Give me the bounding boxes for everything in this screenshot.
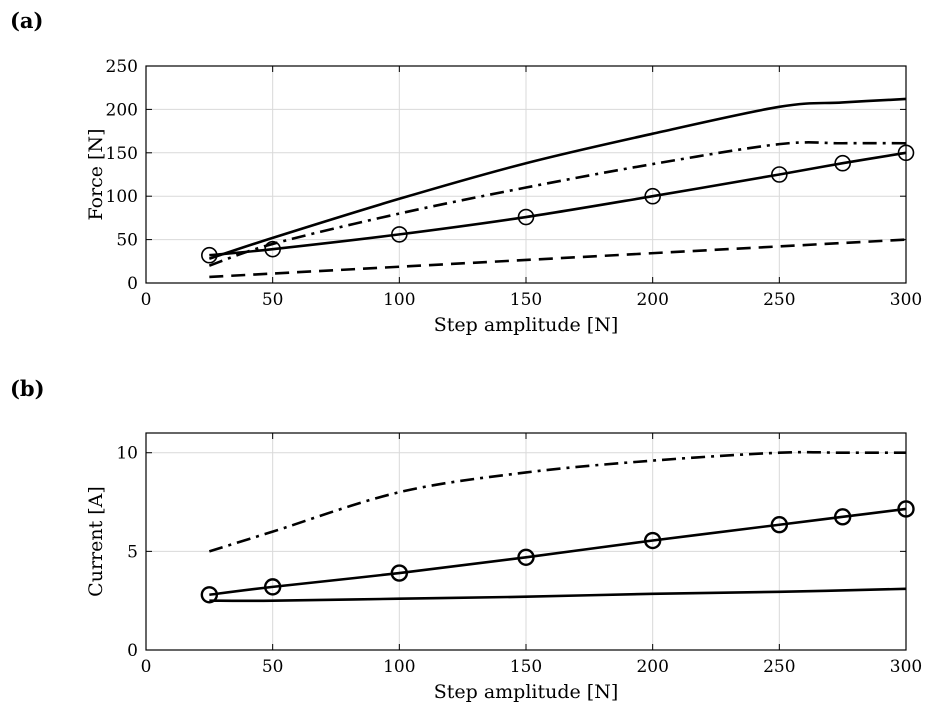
x-axis-label: Step amplitude [N]: [434, 681, 619, 703]
series-line-solid-circles: [209, 151, 907, 257]
data-point-marker: [770, 516, 789, 534]
y-tick-label: 150: [106, 144, 138, 164]
y-tick-label: 5: [127, 542, 138, 562]
data-point-marker: [644, 187, 661, 205]
data-point-marker: [517, 208, 535, 226]
y-axis-label: Force [N]: [85, 128, 107, 220]
series-line-dashdot: [208, 450, 906, 553]
series-line-dashdot: [208, 141, 907, 267]
x-tick-label: 200: [636, 290, 668, 310]
x-tick-label: 50: [262, 290, 284, 310]
data-point-marker: [833, 508, 852, 526]
panel-a-label: (a): [10, 8, 44, 33]
x-tick-label: 200: [636, 657, 668, 677]
x-tick-label: 150: [510, 657, 542, 677]
data-point-marker: [263, 578, 282, 596]
data-point-marker: [200, 586, 219, 604]
x-tick-label: 300: [890, 290, 922, 310]
data-point-marker: [643, 531, 662, 550]
x-tick-label: 0: [141, 657, 152, 677]
y-tick-label: 0: [127, 641, 138, 661]
data-point-marker: [897, 500, 915, 518]
series-line-solid: [208, 97, 907, 260]
series-line-solid-circles: [209, 507, 907, 597]
series-line-solid: [209, 587, 907, 603]
grid-a: [146, 66, 906, 283]
y-tick-label: 0: [127, 274, 138, 294]
grid-b: [146, 433, 906, 650]
data-point-marker: [201, 246, 218, 264]
data-point-marker: [391, 226, 408, 243]
y-tick-label: 50: [116, 231, 138, 251]
x-tick-label: 300: [890, 657, 922, 677]
data-point-marker: [264, 240, 281, 258]
x-axis-label: Step amplitude [N]: [434, 314, 619, 336]
x-tick-label: 250: [763, 290, 795, 310]
series-line-dashed: [209, 238, 907, 279]
x-tick-label: 100: [383, 290, 415, 310]
data-point-marker: [834, 154, 851, 172]
y-tick-label: 100: [106, 187, 138, 207]
panel-b-label: (b): [10, 376, 45, 401]
y-tick-label: 250: [106, 57, 138, 77]
x-tick-label: 100: [383, 657, 415, 677]
x-tick-label: 150: [510, 290, 542, 310]
y-axis-label: Current [A]: [85, 486, 107, 597]
data-point-marker: [771, 166, 788, 183]
data-point-marker: [517, 548, 535, 566]
y-tick-label: 10: [116, 444, 138, 464]
x-tick-label: 0: [141, 290, 152, 310]
x-tick-label: 250: [763, 657, 795, 677]
x-tick-label: 50: [262, 657, 284, 677]
y-tick-label: 200: [106, 100, 138, 120]
data-point-marker: [390, 564, 409, 582]
data-point-marker: [897, 144, 915, 162]
